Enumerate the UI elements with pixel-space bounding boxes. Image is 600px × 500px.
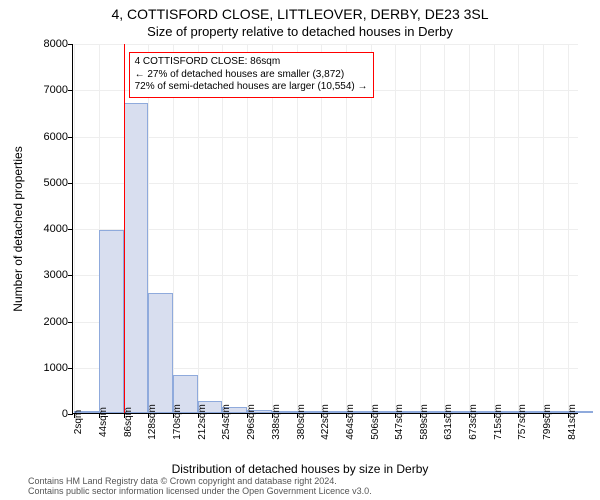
gridline-v [74, 44, 75, 413]
y-axis-label: Number of detached properties [8, 44, 22, 414]
gridline-v [346, 44, 347, 413]
xtick-label: 547sqm [394, 404, 405, 440]
ytick-label: 3000 [28, 269, 68, 281]
gridline-v [272, 44, 273, 413]
gridline-v [173, 44, 174, 413]
callout-line: 4 COTTISFORD CLOSE: 86sqm [135, 56, 368, 69]
xtick-label: 673sqm [468, 404, 479, 440]
ytick-label: 6000 [28, 131, 68, 143]
gridline-v [222, 44, 223, 413]
xtick-label: 44sqm [98, 407, 109, 437]
ytick-label: 7000 [28, 84, 68, 96]
gridline-v [198, 44, 199, 413]
gridline-v [469, 44, 470, 413]
xtick-label: 799sqm [542, 404, 553, 440]
xtick-label: 506sqm [370, 404, 381, 440]
ytick-mark [68, 137, 73, 138]
ytick-label: 2000 [28, 316, 68, 328]
callout-line: 72% of semi-detached houses are larger (… [135, 81, 368, 94]
histogram-bar [99, 230, 124, 413]
ytick-mark [68, 322, 73, 323]
xtick-label: 757sqm [517, 404, 528, 440]
xtick-label: 254sqm [221, 404, 232, 440]
xtick-label: 2sqm [73, 410, 84, 434]
subject-marker-line [124, 44, 125, 413]
gridline-v [543, 44, 544, 413]
xtick-label: 128sqm [147, 404, 158, 440]
ytick-label: 1000 [28, 362, 68, 374]
x-axis-label: Distribution of detached houses by size … [0, 462, 600, 476]
gridline-v [420, 44, 421, 413]
gridline-v [371, 44, 372, 413]
xtick-label: 589sqm [419, 404, 430, 440]
gridline-v [518, 44, 519, 413]
xtick-label: 380sqm [296, 404, 307, 440]
xtick-label: 338sqm [271, 404, 282, 440]
ytick-label: 5000 [28, 177, 68, 189]
xtick-label: 170sqm [172, 404, 183, 440]
histogram-bar [124, 103, 149, 413]
xtick-label: 296sqm [246, 404, 257, 440]
chart-subtitle: Size of property relative to detached ho… [0, 24, 600, 39]
histogram-bar [148, 293, 173, 413]
ytick-mark [68, 90, 73, 91]
ytick-mark [68, 183, 73, 184]
xtick-label: 631sqm [443, 404, 454, 440]
chart-plot-area [72, 44, 578, 414]
xtick-label: 841sqm [567, 404, 578, 440]
xtick-label: 422sqm [320, 404, 331, 440]
gridline-v [321, 44, 322, 413]
gridline-v [297, 44, 298, 413]
footer-line: Contains public sector information licen… [28, 487, 372, 497]
gridline-v [568, 44, 569, 413]
xtick-label: 212sqm [197, 404, 208, 440]
xtick-label: 86sqm [123, 407, 134, 437]
xtick-label: 715sqm [493, 404, 504, 440]
gridline-v [494, 44, 495, 413]
gridline-v [247, 44, 248, 413]
chart-title: 4, COTTISFORD CLOSE, LITTLEOVER, DERBY, … [0, 6, 600, 22]
callout-line: ← 27% of detached houses are smaller (3,… [135, 69, 368, 82]
gridline-v [444, 44, 445, 413]
callout-box: 4 COTTISFORD CLOSE: 86sqm ← 27% of detac… [129, 52, 374, 98]
ytick-label: 4000 [28, 223, 68, 235]
xtick-label: 464sqm [345, 404, 356, 440]
ytick-mark [68, 229, 73, 230]
ytick-mark [68, 275, 73, 276]
ytick-mark [68, 44, 73, 45]
footer-attribution: Contains HM Land Registry data © Crown c… [28, 477, 372, 497]
gridline-v [395, 44, 396, 413]
ytick-label: 0 [28, 408, 68, 420]
ytick-label: 8000 [28, 38, 68, 50]
ytick-mark [68, 368, 73, 369]
